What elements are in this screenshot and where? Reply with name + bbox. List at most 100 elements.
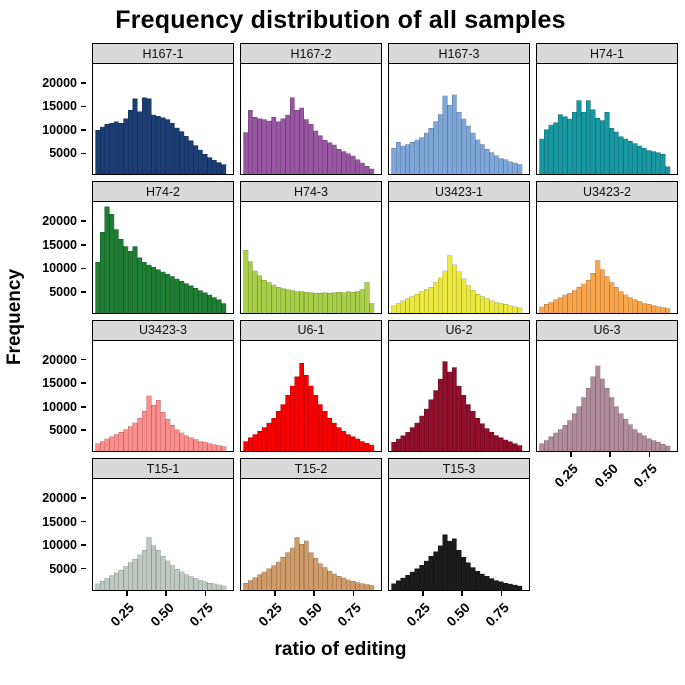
bar <box>341 431 347 452</box>
bar <box>132 245 138 313</box>
x-tick-label: 0.50 <box>591 461 621 491</box>
bar <box>313 395 319 452</box>
bar <box>169 425 175 452</box>
bar <box>423 408 429 452</box>
bar <box>576 286 582 313</box>
bar <box>503 439 509 452</box>
x-tick-label: 0.25 <box>256 599 286 629</box>
facet-strip: U6-2 <box>388 319 530 341</box>
histogram-U3423-3 <box>95 395 227 452</box>
bar <box>118 432 124 452</box>
bar <box>261 571 267 590</box>
bar <box>651 151 657 175</box>
histogram-T15-1 <box>95 536 227 590</box>
x-tick-mark <box>204 590 207 596</box>
bar <box>151 266 157 313</box>
bar <box>243 249 249 313</box>
bar <box>470 289 476 313</box>
bar <box>174 429 180 452</box>
facet-strip-label: T15-3 <box>442 461 476 476</box>
bar <box>517 307 523 313</box>
bar <box>489 300 495 313</box>
bar <box>637 145 643 175</box>
bar <box>247 437 253 452</box>
y-tick-mark <box>81 405 86 408</box>
bar <box>451 264 457 313</box>
bar <box>609 397 615 452</box>
bar <box>641 148 647 175</box>
bar <box>252 270 258 313</box>
bar <box>479 144 485 175</box>
bar <box>336 291 342 313</box>
bar <box>447 540 453 590</box>
bar <box>113 572 119 590</box>
bar <box>183 282 189 313</box>
bar <box>442 533 448 590</box>
bar <box>118 123 124 175</box>
bar <box>512 306 518 313</box>
bar <box>627 141 633 175</box>
bar <box>391 305 397 313</box>
bar <box>211 444 217 452</box>
y-tick-mark <box>81 520 86 523</box>
bar <box>252 434 258 452</box>
bar <box>294 376 300 452</box>
bar <box>104 577 110 590</box>
bar <box>257 431 263 452</box>
bar <box>400 435 406 452</box>
bar <box>395 142 401 175</box>
x-tick-mark <box>273 590 276 596</box>
bar <box>493 579 499 590</box>
bar <box>590 109 596 175</box>
x-tick-label: 0.25 <box>404 599 434 629</box>
bar <box>197 441 203 452</box>
bar <box>479 295 485 313</box>
x-axis-title: ratio of editing <box>274 638 407 660</box>
x-tick-label: 0.75 <box>631 461 661 491</box>
facet-panel <box>536 200 678 314</box>
bar <box>428 128 434 175</box>
bar <box>202 442 208 452</box>
bar <box>350 291 356 313</box>
facet-panel <box>92 339 234 453</box>
facet-U6-1: U6-1 <box>240 319 382 453</box>
bar <box>174 568 180 590</box>
bar <box>507 305 513 313</box>
bar <box>336 427 342 452</box>
bar <box>359 441 365 452</box>
histogram-U6-3 <box>539 365 671 452</box>
bar <box>543 303 549 313</box>
y-axis-ticks: 5000 10000 15000 20000 <box>28 458 86 590</box>
bar <box>395 580 401 590</box>
bar <box>289 547 295 590</box>
bar <box>341 577 347 590</box>
bar <box>581 397 587 452</box>
bar <box>322 292 328 313</box>
bar <box>355 438 361 452</box>
bar <box>95 583 101 590</box>
bar <box>489 432 495 452</box>
bar <box>294 110 300 175</box>
bar <box>456 385 462 452</box>
bar <box>447 105 453 175</box>
y-tick-mark <box>81 291 86 293</box>
bar <box>599 378 605 452</box>
y-tick-label: 10000 <box>42 261 77 276</box>
x-tick-label: 0.50 <box>147 599 177 629</box>
y-tick-label: 20000 <box>42 491 77 506</box>
bar <box>165 119 171 175</box>
y-tick-mark <box>81 358 86 361</box>
histogram-U3423-2 <box>539 259 671 313</box>
bar <box>303 540 309 590</box>
bar <box>308 292 314 313</box>
y-tick-label: 10000 <box>42 122 77 137</box>
facet-strip: H74-3 <box>240 181 382 203</box>
bar <box>151 405 157 452</box>
bar <box>221 164 227 175</box>
bar <box>369 169 375 175</box>
bar <box>613 132 619 175</box>
bar <box>423 288 429 313</box>
bar <box>627 297 633 313</box>
histogram-H167-3 <box>391 95 523 175</box>
bar <box>637 432 643 452</box>
